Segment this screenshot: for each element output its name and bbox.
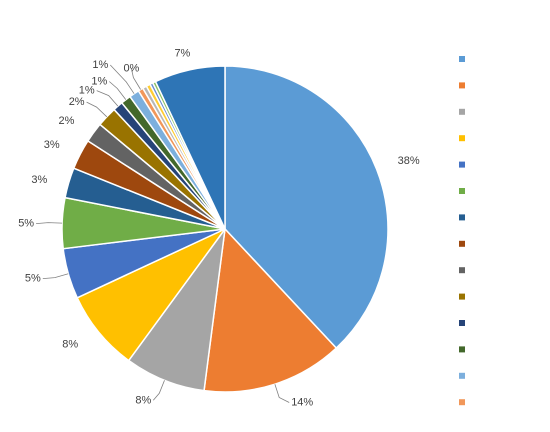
data-label-11: 1% (79, 85, 95, 97)
label-leader-lines (36, 64, 290, 403)
data-label-8: 3% (44, 139, 60, 151)
data-label-1: 38% (398, 155, 420, 167)
data-label-4: 8% (62, 338, 78, 350)
pie-slice-19 (154, 65, 226, 230)
pie-slices (61, 65, 389, 393)
data-label-19: 7% (174, 47, 190, 59)
legend-marker-3 (459, 108, 465, 115)
data-label-13: 1% (92, 59, 108, 71)
leader-line-14 (131, 68, 141, 90)
leader-line-3 (152, 380, 165, 401)
pie-slice-1 (224, 65, 389, 350)
data-label-2: 14% (291, 397, 313, 409)
legend-marker-8 (459, 240, 465, 247)
pie-slice-2 (203, 227, 338, 393)
data-label-6: 5% (18, 218, 34, 230)
legend-marker-5 (459, 161, 465, 168)
data-label-14: 0% (123, 63, 139, 75)
leader-line-12 (109, 81, 127, 100)
data-label-12: 1% (91, 76, 107, 88)
legend-marker-4 (459, 135, 465, 142)
data-label-5: 5% (25, 273, 41, 285)
legend-marker-13 (459, 372, 465, 379)
legend (459, 56, 465, 406)
leader-line-11 (96, 90, 119, 107)
leader-line-13 (110, 64, 135, 94)
legend-marker-7 (459, 214, 465, 221)
data-label-9: 2% (58, 115, 74, 127)
legend-marker-14 (459, 399, 465, 406)
legend-marker-6 (459, 188, 465, 194)
leader-line-6 (36, 222, 63, 224)
data-label-7: 3% (31, 174, 47, 186)
data-labels: 38%14%8%8%5%5%3%3%2%2%1%1%1% 0%7% (18, 47, 420, 408)
leader-line-2 (274, 384, 290, 403)
legend-marker-9 (459, 267, 465, 274)
legend-marker-2 (459, 82, 465, 89)
data-label-10: 2% (69, 96, 85, 108)
leader-line-10 (86, 101, 108, 118)
leader-line-5 (42, 273, 69, 279)
legend-marker-1 (459, 56, 465, 62)
legend-marker-10 (459, 293, 465, 300)
legend-marker-12 (459, 346, 465, 353)
data-label-3: 8% (135, 394, 151, 406)
legend-marker-11 (459, 320, 465, 326)
